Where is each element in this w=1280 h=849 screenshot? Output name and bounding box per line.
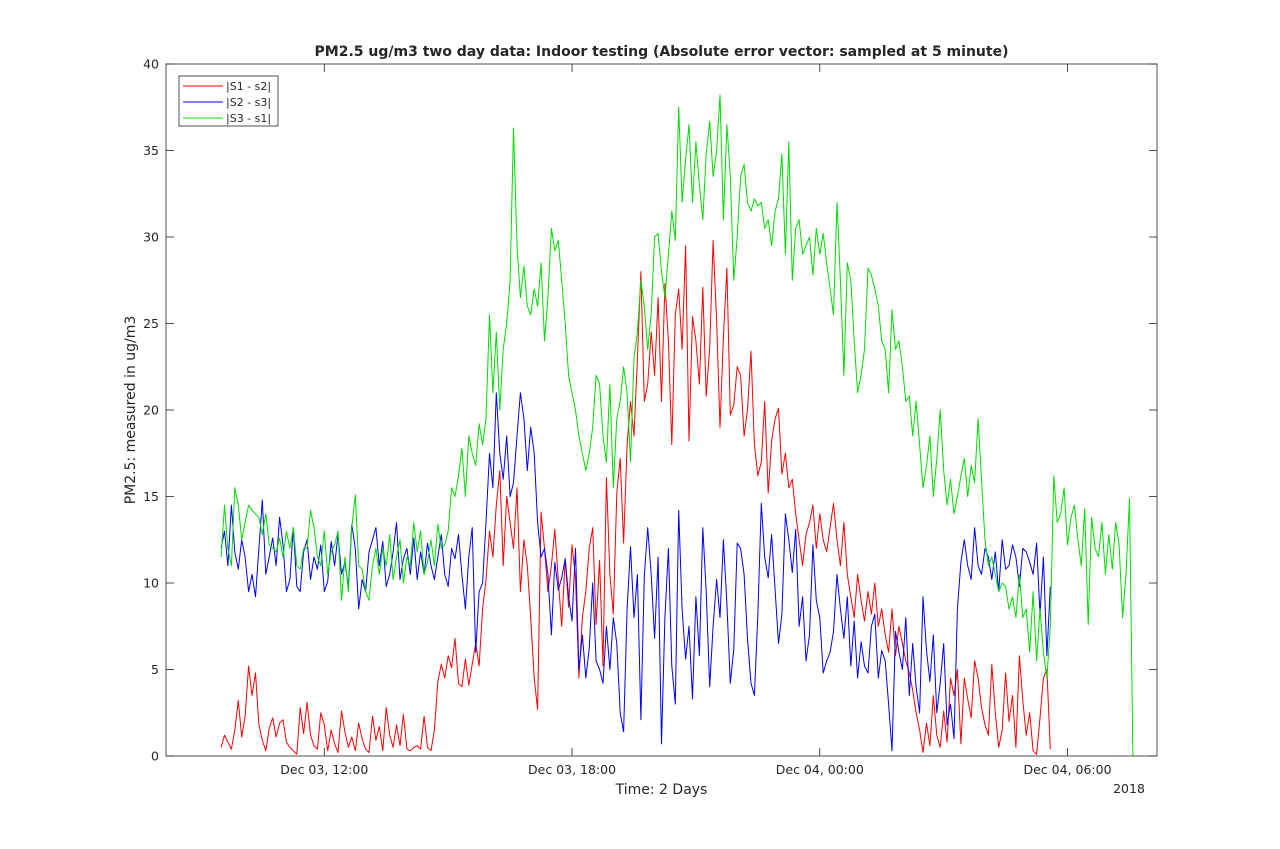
chart-title: PM2.5 ug/m3 two day data: Indoor testing… <box>315 44 1009 60</box>
y-tick-label: 40 <box>143 57 159 72</box>
x-tick-label: Dec 03, 12:00 <box>280 762 368 777</box>
x-axis-year-label: 2018 <box>1113 781 1145 796</box>
x-tick-label: Dec 03, 18:00 <box>528 762 616 777</box>
y-tick-label: 0 <box>151 749 159 764</box>
x-axis-label: Time: 2 Days <box>615 782 708 798</box>
plot-background <box>166 64 1157 756</box>
y-tick-label: 10 <box>143 576 159 591</box>
y-axis-label: PM2.5: measured in ug/m3 <box>123 316 139 505</box>
y-tick-label: 35 <box>143 143 159 158</box>
x-tick-label: Dec 04, 00:00 <box>776 762 864 777</box>
y-tick-label: 30 <box>143 230 159 245</box>
y-tick-label: 25 <box>143 316 159 331</box>
series-line-1 <box>220 392 1051 752</box>
series-line-0 <box>220 240 1051 755</box>
legend-label-s2-s3: |S2 - s3| <box>226 96 271 109</box>
y-tick-label: 5 <box>151 662 159 677</box>
y-axis-ticks: 0 5 10 15 20 25 30 35 40 <box>143 57 1157 764</box>
x-tick-label: Dec 04, 06:00 <box>1024 762 1112 777</box>
series-layer <box>220 94 1134 757</box>
y-tick-label: 15 <box>143 489 159 504</box>
legend-label-s3-s1: |S3 - s1| <box>226 112 271 125</box>
legend-label-s1-s2: |S1 - s2| <box>226 80 271 93</box>
y-tick-label: 20 <box>143 403 159 418</box>
x-axis-ticks: Dec 03, 12:00 Dec 03, 18:00 Dec 04, 00:00 D… <box>280 64 1112 777</box>
series-line-2 <box>220 94 1134 757</box>
legend: |S1 - s2| |S2 - s3| |S3 - s1| <box>178 75 279 127</box>
